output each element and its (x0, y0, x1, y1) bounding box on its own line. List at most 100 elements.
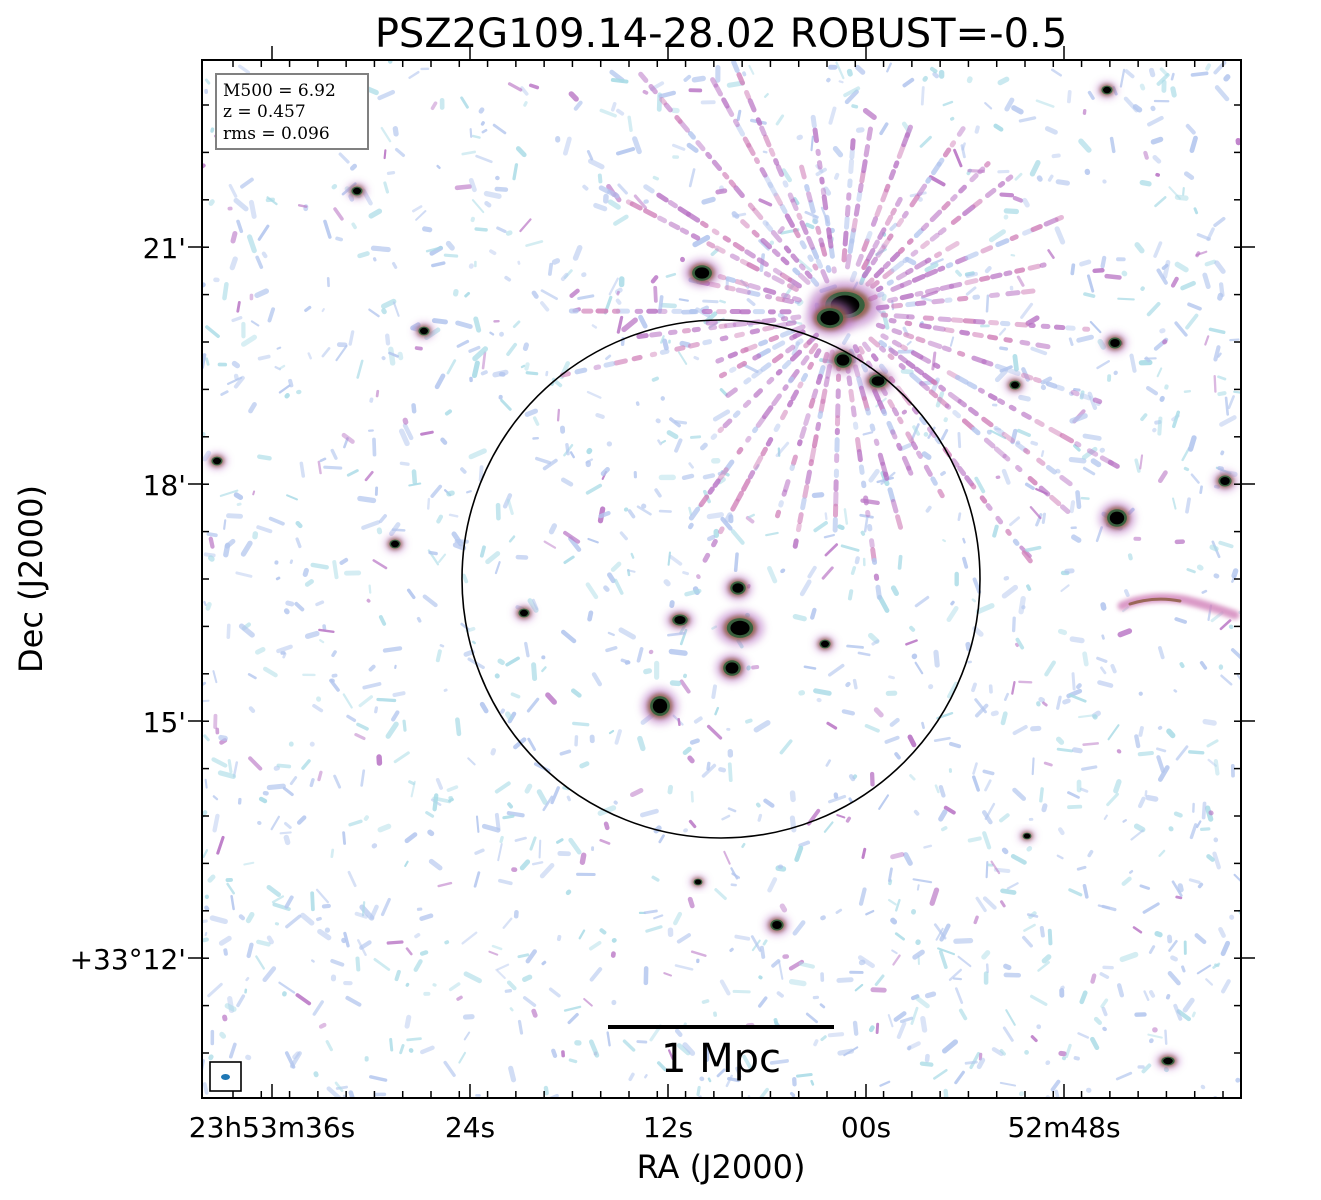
noise-speckle (356, 722, 369, 731)
noise-speckle (732, 989, 751, 994)
noise-speckle (1100, 602, 1107, 611)
noise-speckle (392, 691, 406, 698)
noise-speckle (1185, 497, 1191, 514)
noise-speckle (489, 331, 495, 336)
noise-speckle (1173, 1003, 1183, 1021)
noise-speckle (1018, 116, 1037, 123)
noise-speckle (471, 640, 476, 645)
noise-speckle (1059, 987, 1065, 998)
sidelobe-streak (1092, 397, 1103, 405)
noise-speckle (862, 108, 877, 120)
noise-speckle (1172, 497, 1177, 510)
sidelobe-streak (603, 361, 616, 368)
noise-speckle (851, 104, 859, 109)
noise-speckle (1092, 714, 1098, 720)
noise-speckle (862, 557, 866, 567)
noise-speckle (998, 327, 1007, 336)
noise-speckle (846, 68, 853, 77)
noise-speckle (237, 797, 242, 805)
noise-speckle (405, 982, 410, 987)
noise-speckle (910, 1006, 919, 1025)
noise-speckle (1070, 526, 1077, 530)
noise-speckle (475, 1094, 481, 1097)
noise-speckle (343, 980, 353, 986)
noise-speckle (249, 293, 254, 301)
sidelobe-streak (786, 283, 799, 292)
sidelobe-streak (649, 351, 658, 358)
noise-speckle (890, 852, 905, 860)
noise-speckle (225, 878, 233, 882)
noise-speckle (1208, 810, 1214, 816)
noise-speckle (683, 673, 687, 679)
noise-speckle (475, 154, 493, 164)
noise-speckle (595, 413, 605, 419)
sidelobe-streak (897, 416, 904, 425)
axis-ticks (188, 46, 1255, 1098)
noise-speckle (331, 650, 337, 658)
sidelobe-streak (780, 409, 788, 421)
x-tick-label: 12s (643, 1111, 693, 1144)
noise-speckle (941, 1039, 959, 1054)
noise-speckle (207, 982, 223, 998)
sidelobe-streak (890, 499, 899, 514)
noise-speckle (252, 531, 259, 540)
sidelobe-streak (785, 344, 796, 354)
noise-speckle (499, 835, 504, 844)
sidelobe-streak (968, 406, 979, 417)
noise-speckle (256, 525, 273, 534)
sidelobe-streak (809, 446, 817, 462)
sidelobe-streak (956, 126, 966, 137)
noise-speckle (202, 937, 209, 943)
sidelobe-streak (767, 181, 778, 197)
noise-speckle (805, 1012, 819, 1024)
noise-speckle (420, 430, 434, 436)
noise-speckle (1156, 73, 1170, 86)
sidelobe-streak (746, 262, 760, 272)
noise-speckle (203, 552, 216, 558)
noise-speckle (223, 519, 227, 530)
noise-speckle (515, 554, 529, 560)
noise-speckle (204, 905, 210, 911)
noise-speckle (667, 1043, 673, 1048)
noise-speckle (319, 457, 327, 463)
noise-speckle (204, 894, 209, 900)
noise-speckle (202, 849, 209, 858)
noise-speckle (985, 963, 989, 974)
noise-speckle (493, 319, 500, 323)
noise-speckle (643, 909, 658, 915)
noise-speckle (241, 334, 258, 347)
sidelobe-streak (865, 509, 871, 518)
noise-speckle (285, 914, 302, 929)
x-axis-label: RA (J2000) (637, 1148, 806, 1186)
noise-speckle (854, 983, 864, 992)
sidelobe-streak (687, 131, 696, 140)
noise-speckle (1217, 375, 1227, 381)
noise-speckle (1191, 1011, 1196, 1018)
noise-speckle (1014, 172, 1023, 181)
noise-speckle (522, 974, 533, 982)
noise-speckle (1134, 734, 1141, 749)
noise-speckle (1079, 990, 1088, 1005)
noise-speckle (223, 948, 228, 956)
sidelobe-streak (631, 354, 643, 362)
noise-speckle (217, 770, 236, 779)
noise-speckle (938, 69, 945, 79)
noise-speckle (342, 831, 347, 845)
noise-speckle (585, 582, 599, 600)
sidelobe-streak (1086, 448, 1099, 457)
noise-speckle (972, 775, 980, 792)
noise-speckle (1060, 584, 1070, 593)
noise-speckle (468, 263, 474, 269)
noise-speckle (1161, 263, 1169, 270)
noise-speckle (1117, 628, 1133, 638)
noise-speckle (707, 534, 716, 542)
sidelobe-streak (861, 396, 870, 412)
sidelobe-streak (797, 439, 803, 447)
noise-speckle (797, 258, 813, 272)
noise-speckle (838, 80, 844, 84)
noise-speckle (1147, 1033, 1163, 1039)
noise-speckle (618, 627, 636, 640)
noise-speckle (548, 987, 561, 998)
noise-speckle (689, 738, 700, 745)
noise-speckle (248, 199, 257, 219)
